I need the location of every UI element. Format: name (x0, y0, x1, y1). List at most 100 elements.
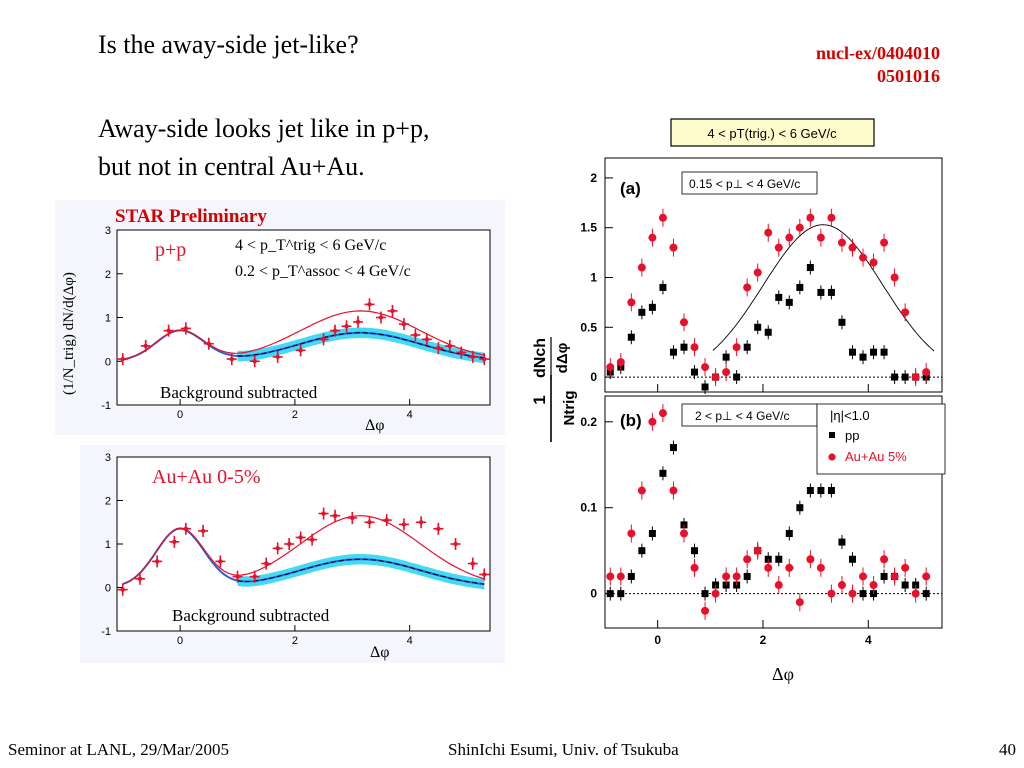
data-point (120, 356, 125, 362)
data-point (229, 356, 234, 362)
pp-point (680, 343, 688, 351)
y-tick-label: 1 (105, 313, 111, 325)
x-label: Δφ (365, 417, 385, 434)
y-label-den: Ntrig (561, 391, 578, 426)
pp-point (796, 283, 804, 291)
auau-point (795, 223, 804, 232)
y-tick-label: 1 (105, 539, 111, 551)
auau-point (669, 243, 678, 252)
data-point (401, 522, 407, 527)
band-center-line (237, 558, 485, 585)
pp-point (785, 529, 793, 537)
pp-point (785, 298, 793, 306)
auau-point (658, 409, 667, 418)
pp-point (691, 368, 699, 376)
pp-point (669, 348, 677, 356)
pp-point (764, 328, 772, 336)
y-tick-label: 1 (590, 270, 597, 284)
auau-point (859, 253, 868, 262)
auau-point (785, 233, 794, 242)
auau-point (637, 486, 646, 495)
cut-a-box (681, 171, 818, 195)
y-label-dphi: dΔφ (554, 342, 571, 373)
y-tick-label: -1 (101, 626, 111, 638)
flow-band (237, 327, 485, 364)
auau-point (648, 417, 657, 426)
flow-band (237, 554, 485, 590)
bg-note: Background subtracted (160, 383, 318, 402)
data-point (264, 561, 269, 566)
data-point (384, 517, 389, 523)
data-point (344, 324, 349, 329)
auau-point (722, 368, 731, 377)
pp-point (827, 288, 835, 296)
pp-point (775, 293, 783, 301)
cut-trig: 4 < p_T^trig < 6 GeV/c (235, 237, 386, 254)
auau-point (764, 563, 773, 572)
x-tick-label: 2 (292, 635, 298, 647)
data-point (332, 328, 338, 333)
auau-point (690, 343, 699, 352)
y-tick-label: 2 (590, 171, 597, 185)
auau-point (701, 363, 710, 372)
auau-point (627, 298, 636, 307)
pp-point (648, 529, 656, 537)
pp-point (796, 504, 804, 512)
slide-body: Away-side looks jet like in p+p, but not… (98, 110, 429, 186)
data-point (447, 343, 453, 349)
auau-point (806, 213, 815, 222)
cut-b: 2 < p⊥ < 4 GeV/c (695, 409, 790, 423)
data-point (424, 337, 430, 342)
y-tick-label: 3 (105, 452, 111, 464)
auau-point (880, 555, 889, 564)
pp-point (733, 373, 741, 381)
data-point (120, 587, 125, 592)
auau-point (743, 283, 752, 292)
auau-point (869, 581, 878, 590)
pp-point (848, 348, 856, 356)
pp-point (627, 572, 635, 580)
pp-point (701, 590, 709, 598)
auau-point (795, 598, 804, 607)
data-point (286, 541, 292, 547)
panel-b-label: (b) (620, 411, 642, 430)
auau-point (837, 581, 846, 590)
y-tick-label: 0.2 (580, 415, 597, 429)
data-point (482, 356, 487, 362)
legend-auau-marker (828, 453, 836, 461)
pp-point (838, 538, 846, 546)
pp-point (659, 469, 667, 477)
auau-point (922, 368, 931, 377)
data-point (252, 359, 257, 364)
body-line-1: Away-side looks jet like in p+p, (98, 114, 430, 143)
pp-point (806, 264, 814, 272)
auau-point (637, 263, 646, 272)
auau-point (606, 363, 615, 372)
data-point (367, 302, 372, 307)
slide-title: Is the away-side jet-like? (98, 30, 359, 59)
pp-point (891, 373, 899, 381)
pp-point (806, 487, 814, 495)
y-tick-label: 0 (590, 587, 597, 601)
y-tick-label: 0 (105, 356, 111, 368)
auau-point (701, 606, 710, 615)
pp-point (659, 283, 667, 291)
data-point (143, 343, 148, 349)
auau-point (859, 572, 868, 581)
auau-point (911, 373, 920, 382)
legend-pp: pp (845, 428, 859, 443)
auau-point (732, 343, 741, 352)
data-point (413, 332, 418, 338)
pp-point (669, 444, 677, 452)
y-tick-label: 2 (105, 269, 111, 281)
data-point (252, 574, 257, 579)
y-tick-label: 0 (105, 583, 111, 595)
auau-point (669, 486, 678, 495)
data-point (200, 528, 206, 534)
auau-point (785, 563, 794, 572)
pp-point (691, 547, 699, 555)
page-number: 40 (999, 740, 1016, 759)
data-point (436, 526, 441, 531)
pp-point (743, 572, 751, 580)
data-point (418, 520, 424, 525)
